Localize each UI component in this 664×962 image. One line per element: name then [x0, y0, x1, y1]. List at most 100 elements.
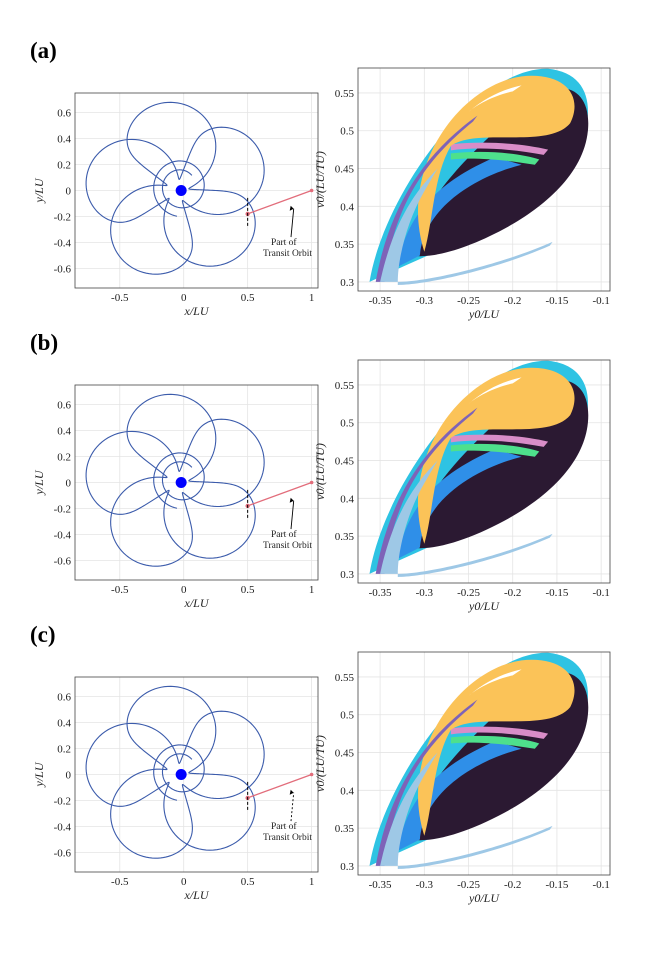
- y-axis-label: v0/(LU/TU): [313, 443, 327, 500]
- x-tick-label: 0: [181, 876, 187, 888]
- central-body: [175, 477, 187, 488]
- y-tick-label: 0: [66, 770, 72, 782]
- x-tick-label: -0.25: [457, 879, 480, 891]
- arrow-head: [289, 205, 294, 211]
- panel-label: (a): [30, 38, 57, 63]
- annotation-line-2: Transit Orbit: [263, 833, 312, 843]
- y-tick-label: -0.2: [54, 796, 71, 808]
- region-orange: [418, 367, 575, 544]
- x-tick-label: -0.2: [504, 295, 521, 307]
- annotation-line-1: Part of: [271, 237, 297, 248]
- y-tick-label: 0.2: [57, 160, 71, 172]
- region-orange: [418, 75, 575, 252]
- plot-frame: [357, 651, 611, 876]
- x-tick-label: 0.5: [241, 292, 255, 304]
- annotation-arrow: [290, 500, 295, 530]
- y-tick-label: 0.4: [340, 493, 354, 505]
- orbit-inner-loop: [153, 452, 205, 509]
- x-tick-label: 1: [309, 292, 315, 304]
- panel-label: (c): [30, 622, 56, 647]
- transit-segment: [247, 481, 312, 507]
- x-tick-label: 0.5: [241, 876, 255, 888]
- y-tick-label: 0.2: [57, 452, 71, 464]
- x-axis-label: y0/LU: [468, 891, 500, 905]
- y-tick-label: -0.4: [54, 530, 72, 542]
- y-tick-label: -0.4: [54, 238, 72, 250]
- y-tick-label: 0.55: [335, 380, 355, 392]
- x-tick-label: 1: [309, 584, 315, 596]
- y-tick-label: 0: [66, 186, 72, 198]
- y-tick-label: 0.35: [335, 531, 355, 543]
- region-light-blue: [380, 752, 438, 866]
- star-marker: [519, 220, 533, 232]
- region-axes: -0.35 -0.3 -0.25 -0.2 -0.15 -0.1 0.3 0.35 0.4 0.4…: [313, 359, 611, 613]
- x-tick-label: -0.5: [111, 876, 129, 888]
- central-body: [175, 769, 187, 780]
- annotation-arrow: [290, 792, 295, 822]
- plot-frame: [357, 67, 611, 292]
- region-white: [468, 377, 522, 404]
- x-tick-label: -0.25: [457, 295, 480, 307]
- x-tick-label: -0.3: [416, 879, 434, 891]
- y-tick-label: 0.35: [335, 239, 355, 251]
- y-tick-label: -0.6: [54, 556, 72, 568]
- arrow-head: [289, 789, 294, 795]
- y-tick-label: 0.6: [57, 108, 71, 120]
- region-light-blue: [380, 168, 438, 282]
- plot-frame: [74, 384, 319, 581]
- y-axis-label: y/LU: [32, 761, 46, 787]
- panel-label: (b): [30, 330, 58, 355]
- y-axis-label: v0/(LU/TU): [313, 735, 327, 792]
- x-axis-label: x/LU: [184, 888, 210, 902]
- plot-frame: [74, 676, 319, 873]
- x-tick-label: -0.15: [545, 879, 568, 891]
- region-white: [468, 669, 522, 696]
- x-tick-label: 1: [309, 876, 315, 888]
- y-axis-label: v0/(LU/TU): [313, 151, 327, 208]
- y-tick-label: 0.35: [335, 823, 355, 835]
- y-tick-label: 0.55: [335, 672, 355, 684]
- region-axes: -0.35 -0.3 -0.25 -0.2 -0.15 -0.1 0.3 0.35 0.4 0.4…: [313, 651, 611, 905]
- transit-start-point: [309, 188, 314, 193]
- x-tick-label: -0.2: [504, 879, 521, 891]
- x-tick-label: -0.1: [592, 587, 609, 599]
- orbit-trajectory: [85, 393, 265, 567]
- central-body: [175, 185, 187, 196]
- x-tick-label: 0.5: [241, 584, 255, 596]
- annotation-line-2: Transit Orbit: [263, 541, 312, 551]
- x-tick-label: -0.35: [369, 295, 392, 307]
- x-tick-label: -0.15: [545, 587, 568, 599]
- x-tick-label: -0.5: [111, 292, 129, 304]
- orbit-inner-loop: [153, 744, 205, 801]
- y-tick-label: 0.5: [340, 126, 354, 138]
- y-tick-label: 0.4: [57, 134, 71, 146]
- region-pink: [450, 142, 549, 155]
- y-axis-label: y/LU: [32, 177, 46, 203]
- region-pink: [450, 726, 549, 739]
- annotation-arrow: [290, 208, 295, 238]
- star-marker: [519, 804, 533, 816]
- y-tick-label: 0.3: [340, 569, 354, 581]
- y-tick-label: 0.4: [340, 201, 354, 213]
- y-tick-label: -0.6: [54, 848, 72, 860]
- x-axis-label: x/LU: [184, 304, 210, 318]
- x-tick-label: -0.3: [416, 295, 434, 307]
- y-tick-label: -0.6: [54, 264, 72, 276]
- y-tick-label: 0.2: [57, 744, 71, 756]
- region-light-blue: [380, 460, 438, 574]
- y-tick-label: 0.4: [340, 785, 354, 797]
- transit-segment: [247, 773, 312, 799]
- x-tick-label: -0.35: [369, 587, 392, 599]
- plot-frame: [74, 92, 319, 289]
- y-tick-label: 0.5: [340, 710, 354, 722]
- x-tick-label: 0: [181, 292, 187, 304]
- region-axes: -0.35 -0.3 -0.25 -0.2 -0.15 -0.1 0.3 0.35 0.4 0.4…: [313, 67, 611, 321]
- arrow-head: [289, 497, 294, 503]
- annotation-line-1: Part of: [271, 821, 297, 832]
- y-tick-label: 0.3: [340, 277, 354, 289]
- x-tick-label: -0.35: [369, 879, 392, 891]
